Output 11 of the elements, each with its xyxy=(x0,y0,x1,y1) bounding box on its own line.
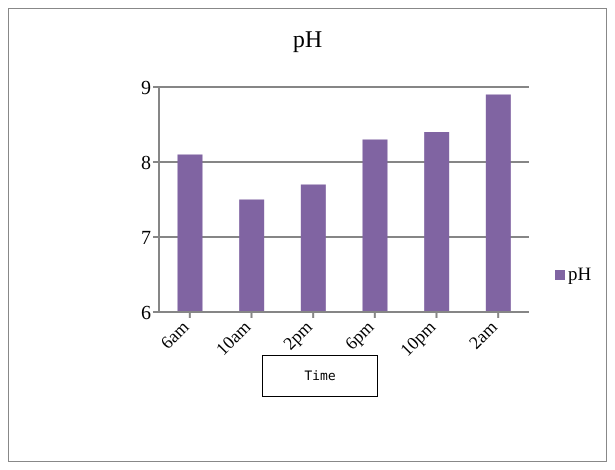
y-tick-label: 8 xyxy=(141,152,151,174)
y-tick-label: 6 xyxy=(141,302,151,324)
x-tick-label: 2pm xyxy=(279,316,316,354)
x-tick-label: 2am xyxy=(464,316,501,353)
y-tick-label: 7 xyxy=(141,227,151,250)
x-axis-title: Time xyxy=(262,355,378,397)
x-tick-label: 6am xyxy=(156,316,193,353)
chart-title: pH xyxy=(292,27,324,54)
x-tick-label: 6pm xyxy=(340,316,378,354)
legend-label: pH xyxy=(567,264,592,286)
y-tick-label: 9 xyxy=(141,77,151,100)
